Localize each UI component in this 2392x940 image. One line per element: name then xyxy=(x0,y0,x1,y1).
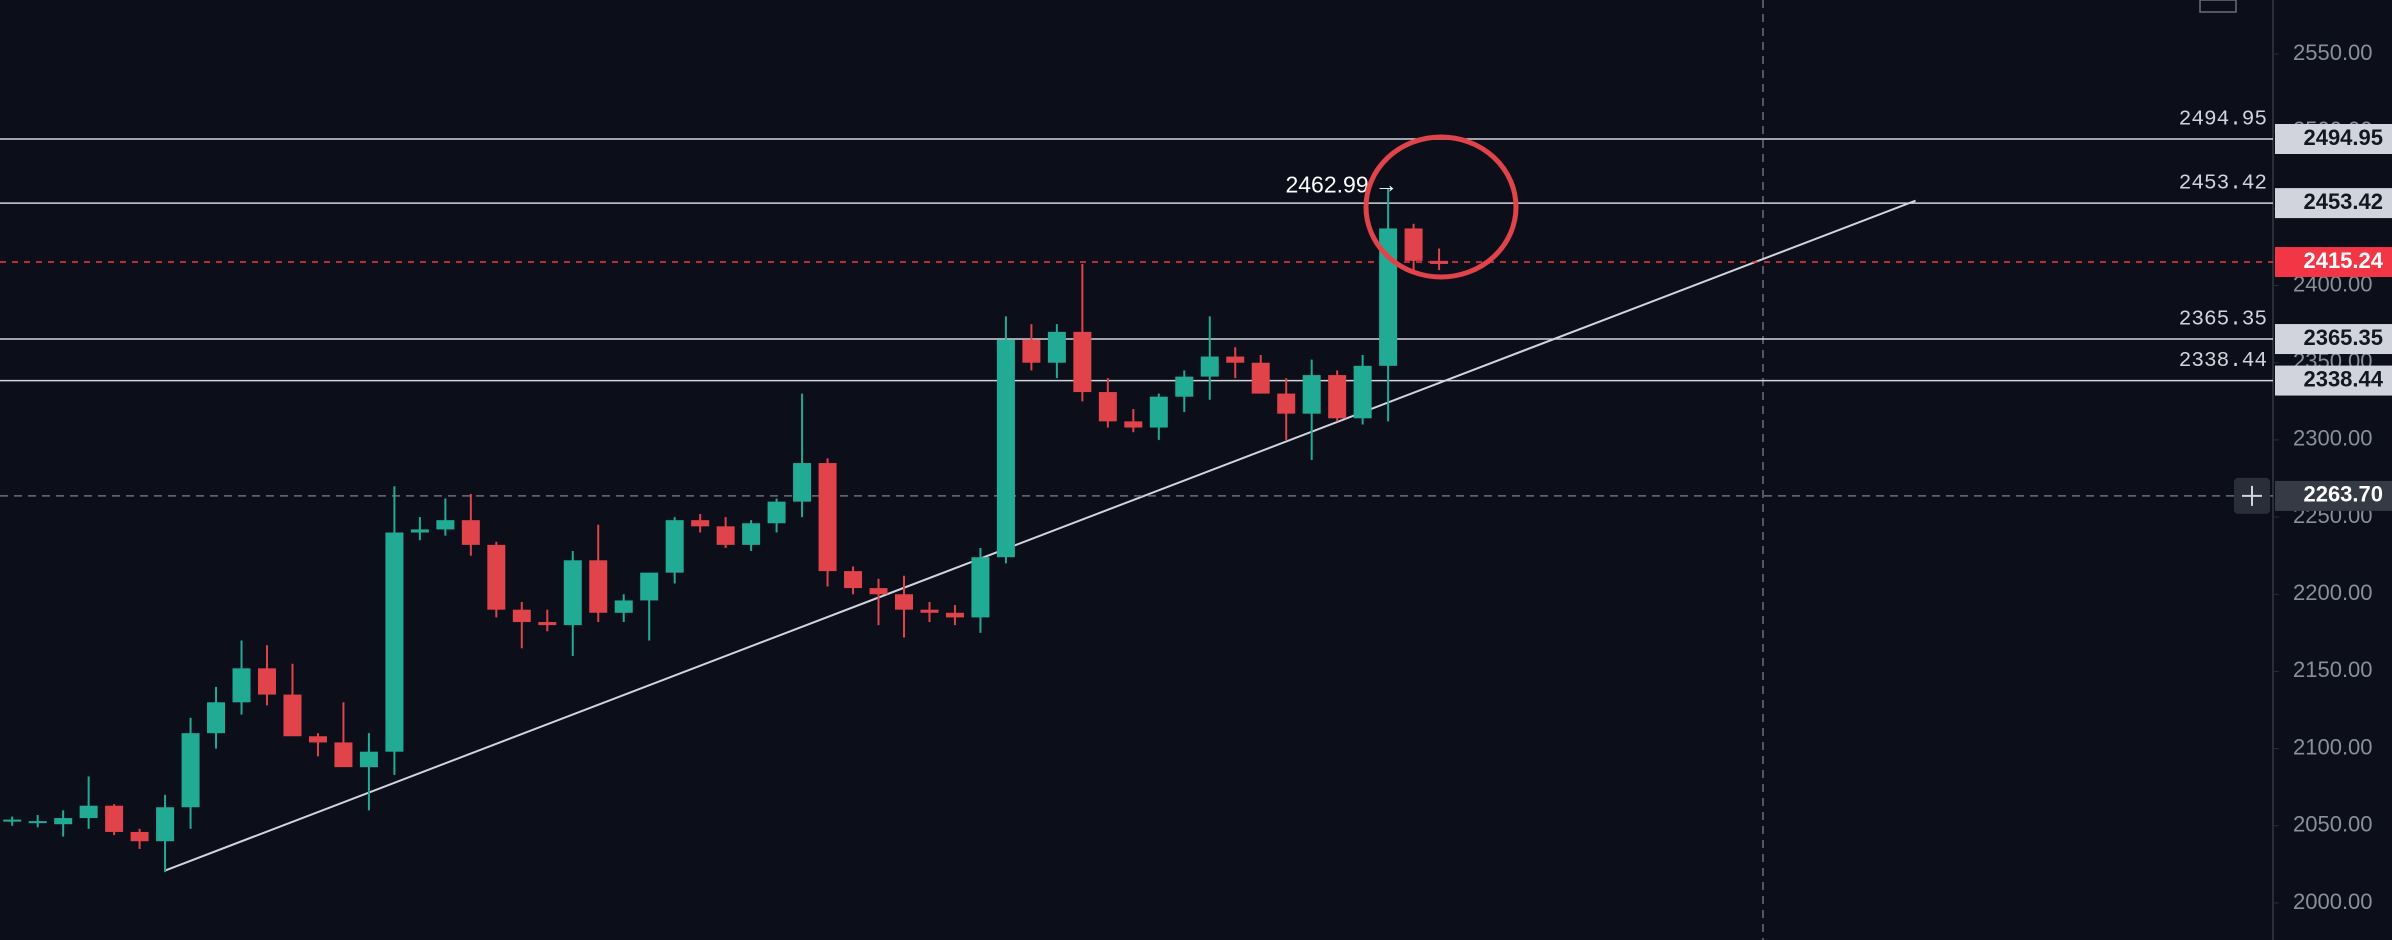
candle-body xyxy=(156,807,175,842)
candle-body xyxy=(1098,392,1117,422)
candle-body xyxy=(1047,331,1066,363)
candle-body xyxy=(1200,356,1219,377)
candle-body xyxy=(895,594,913,610)
candle-body xyxy=(665,520,684,573)
candle-body xyxy=(334,742,353,768)
candle-body xyxy=(385,532,404,752)
level-badge xyxy=(2275,324,2392,355)
candle-body xyxy=(640,572,659,601)
level-badge xyxy=(2275,123,2392,154)
candle-body xyxy=(79,805,98,819)
level-badge-label: 2365.35 xyxy=(2303,325,2383,350)
plot: 2000.002050.002100.002150.002200.002250.… xyxy=(0,40,2392,914)
candle-body xyxy=(1404,228,1423,261)
candle-body xyxy=(1277,393,1296,414)
y-tick-label: 2000.00 xyxy=(2293,889,2373,914)
candle-body xyxy=(614,600,633,613)
candle-body xyxy=(105,805,124,832)
candle-body xyxy=(920,609,939,613)
level-badge xyxy=(2275,188,2392,219)
candle-body xyxy=(1073,331,1092,393)
candle-body xyxy=(1226,356,1245,363)
candle-body xyxy=(1251,362,1270,394)
candle-body xyxy=(767,501,786,524)
candle-body xyxy=(461,520,480,545)
candle-body xyxy=(716,526,735,545)
candle-body xyxy=(1430,260,1449,264)
candle-body xyxy=(818,463,837,572)
candle-body xyxy=(130,831,149,842)
y-tick-label: 2300.00 xyxy=(2293,426,2373,451)
candle-body xyxy=(512,609,531,623)
level-label: 2338.44 xyxy=(2179,350,2267,373)
candle-body xyxy=(589,560,608,613)
candle-body xyxy=(538,622,557,626)
candle-body xyxy=(283,694,302,737)
candle-body xyxy=(258,668,276,695)
add-button-icon xyxy=(2242,485,2262,506)
candle-body xyxy=(691,520,710,527)
candle-body xyxy=(971,557,990,618)
candle-body xyxy=(1328,375,1347,419)
candle-body xyxy=(742,523,761,545)
last-price-badge xyxy=(2275,247,2392,278)
level-badge-label: 2494.95 xyxy=(2303,125,2383,150)
candle-body xyxy=(1302,375,1321,414)
crosshair-label: 2263.70 xyxy=(2303,482,2383,507)
candle-body xyxy=(54,818,73,825)
y-tick-label: 2550.00 xyxy=(2293,40,2373,65)
level-label: 2365.35 xyxy=(2179,309,2267,332)
level-label: 2494.95 xyxy=(2179,109,2267,132)
candle-body xyxy=(869,588,888,595)
candle-body xyxy=(28,821,47,824)
candle-body xyxy=(3,819,22,822)
level-badge-label: 2453.42 xyxy=(2303,189,2383,214)
candle-body xyxy=(563,560,582,626)
candle-body xyxy=(207,702,226,734)
y-tick-label: 2150.00 xyxy=(2293,657,2373,682)
candle-body xyxy=(1124,421,1143,428)
candle-body xyxy=(996,339,1015,558)
candle-body xyxy=(436,520,455,530)
candle-body xyxy=(181,733,200,808)
level-badge-label: 2338.44 xyxy=(2303,366,2383,391)
level-badge xyxy=(2275,365,2392,396)
candle-body xyxy=(232,668,251,703)
highlight-circle xyxy=(1363,134,1519,280)
crosshair-badge xyxy=(2275,480,2392,511)
candle-body xyxy=(1149,396,1168,428)
y-tick-label: 2050.00 xyxy=(2293,812,2373,837)
y-tick-label: 2100.00 xyxy=(2293,734,2373,759)
candle-body xyxy=(308,736,327,743)
trendline xyxy=(164,199,1916,872)
last-price-label: 2415.24 xyxy=(2303,248,2383,273)
candle-body xyxy=(359,751,378,768)
candle-body xyxy=(793,463,812,502)
candle-body xyxy=(1022,339,1041,363)
candle-body xyxy=(410,529,429,533)
candle-body xyxy=(945,612,964,618)
y-tick-label: 2200.00 xyxy=(2293,580,2373,605)
toolbar-icon[interactable] xyxy=(2199,0,2237,13)
candle-body xyxy=(844,571,863,589)
level-label: 2453.42 xyxy=(2179,173,2267,196)
candle-body xyxy=(487,544,506,610)
candle-body xyxy=(1353,365,1372,419)
high-annotation: 2462.99 → xyxy=(1285,171,1398,197)
candle-body xyxy=(1175,376,1194,397)
